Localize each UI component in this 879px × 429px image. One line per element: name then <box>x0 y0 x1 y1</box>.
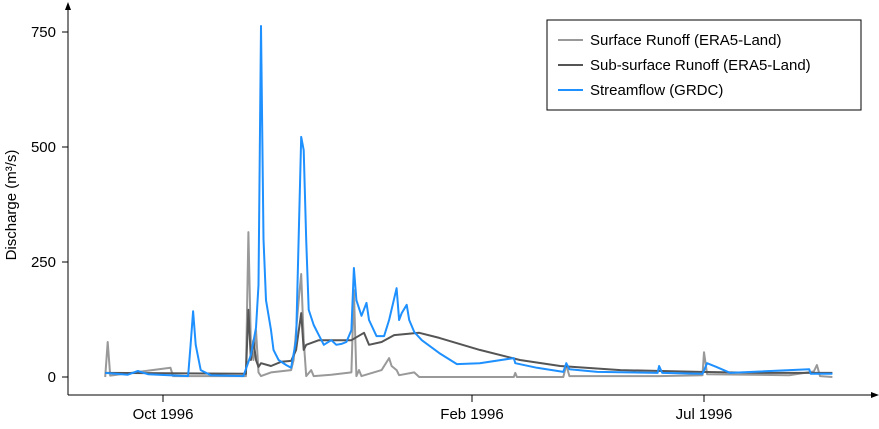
legend-label: Surface Runoff (ERA5-Land) <box>590 32 782 49</box>
x-ticks: Oct 1996 Feb 1996 Jul 1996 <box>133 395 733 423</box>
legend-label: Sub-surface Runoff (ERA5-Land) <box>590 57 811 74</box>
series-lines <box>104 25 833 378</box>
y-axis-label: Discharge (m³/s) <box>3 150 20 261</box>
x-tick-label: Feb 1996 <box>440 406 503 423</box>
series-line-0 <box>104 231 833 378</box>
y-axis-arrow-icon <box>65 2 71 10</box>
series-line-1 <box>105 308 833 375</box>
y-tick-label: 500 <box>31 139 56 156</box>
series-line-2 <box>105 25 833 378</box>
x-axis-arrow-icon <box>871 392 879 398</box>
y-tick-label: 750 <box>31 24 56 41</box>
x-tick-label: Jul 1996 <box>676 406 733 423</box>
legend-box <box>546 19 862 111</box>
y-tick-label: 0 <box>48 369 56 386</box>
y-ticks: 0 250 500 750 <box>31 24 68 386</box>
axes: Discharge (m³/s) <box>3 2 879 398</box>
y-tick-label: 250 <box>31 254 56 271</box>
legend: Surface Runoff (ERA5-Land) Sub-surface Ru… <box>546 19 862 111</box>
x-tick-label: Oct 1996 <box>133 406 194 423</box>
legend-label: Streamflow (GRDC) <box>590 82 723 99</box>
